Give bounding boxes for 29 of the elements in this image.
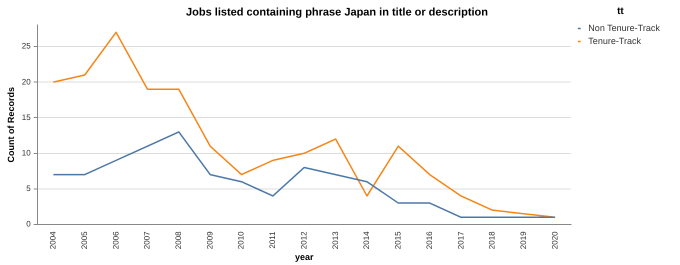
x-tick-label: 2005 xyxy=(80,230,89,250)
y-tick-label: 10 xyxy=(22,148,32,158)
x-tick-label: 2019 xyxy=(518,230,528,250)
legend-label: Non Tenure-Track xyxy=(588,22,660,33)
x-axis-title: year xyxy=(294,252,314,262)
y-tick-label: 5 xyxy=(26,184,32,194)
y-tick-label: 0 xyxy=(26,220,32,229)
x-tick-label: 2006 xyxy=(111,230,120,250)
x-tick-label: 2018 xyxy=(488,230,497,250)
x-tick-label: 2014 xyxy=(362,230,372,250)
x-tick-label: 2012 xyxy=(299,230,308,250)
y-tick-label: 20 xyxy=(22,77,32,86)
y-tick-label: 15 xyxy=(22,112,32,122)
x-tick-label: 2004 xyxy=(48,230,58,250)
x-tick-label: 2007 xyxy=(142,230,152,250)
y-axis-title: Count of Records xyxy=(6,87,16,163)
x-tick-label: 2017 xyxy=(456,230,466,250)
x-tick-label: 2015 xyxy=(394,230,403,250)
x-tick-label: 2016 xyxy=(424,230,434,250)
x-tick-label: 2010 xyxy=(236,230,246,250)
x-tick-label: 2011 xyxy=(268,230,278,249)
x-tick-label: 2020 xyxy=(550,230,560,250)
x-tick-label: 2009 xyxy=(205,230,214,250)
x-tick-label: 2013 xyxy=(330,230,340,250)
x-tick-label: 2008 xyxy=(174,230,184,250)
legend-label: Tenure-Track xyxy=(588,36,642,46)
legend-title: tt xyxy=(617,6,624,17)
y-tick-label: 25 xyxy=(22,42,32,51)
chart-title: Jobs listed containing phrase Japan in title or description xyxy=(186,6,488,19)
